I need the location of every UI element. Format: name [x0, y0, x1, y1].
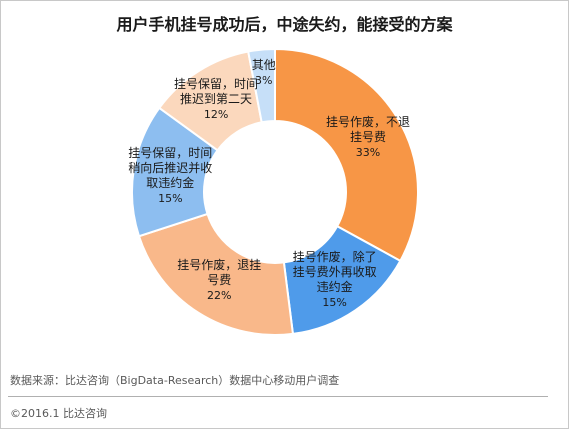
- slice-6-category-label: 其他: [252, 58, 276, 72]
- copyright-note: ©2016.1 比达咨询: [10, 407, 107, 420]
- slice-4-category-label: 取违约金: [146, 175, 194, 190]
- slice-2-category-label: 违约金: [317, 279, 353, 294]
- slice-1-category-label: 挂号作废，不退: [326, 114, 410, 129]
- slice-3-category-label: 号费: [207, 273, 231, 287]
- donut-slices: [131, 47, 419, 336]
- slice-5-category-label: 挂号保留，时间: [174, 77, 258, 91]
- slice-5-category-label: 推迟到第二天: [180, 92, 252, 106]
- footer-divider: [8, 396, 548, 397]
- slice-6-value-label: 3%: [255, 74, 272, 87]
- slice-1-category-label: 挂号费: [350, 130, 386, 144]
- slice-2-category-label: 挂号作废，除了: [293, 249, 377, 264]
- slice-5-value-label: 12%: [204, 108, 228, 121]
- slice-3-category-label: 挂号作废，退挂: [177, 257, 261, 272]
- donut-slice-1: [274, 47, 419, 263]
- chart-title: 用户手机挂号成功后，中途失约，能接受的方案: [116, 15, 453, 34]
- donut-slice-3: [137, 212, 295, 336]
- slice-3-value-label: 22%: [207, 289, 231, 302]
- slice-2-value-label: 15%: [322, 296, 346, 309]
- source-note: 数据来源：比达咨询（BigData-Research）数据中心移动用户调查: [10, 374, 340, 387]
- slice-1-value-label: 33%: [356, 146, 380, 159]
- slice-4-value-label: 15%: [158, 192, 182, 205]
- slice-2-category-label: 挂号费外再收取: [293, 265, 377, 279]
- slice-4-category-label: 挂号保留，时间: [128, 146, 212, 160]
- slice-4-category-label: 稍向后推迟并收: [128, 160, 212, 175]
- donut-slice-6: [247, 47, 276, 124]
